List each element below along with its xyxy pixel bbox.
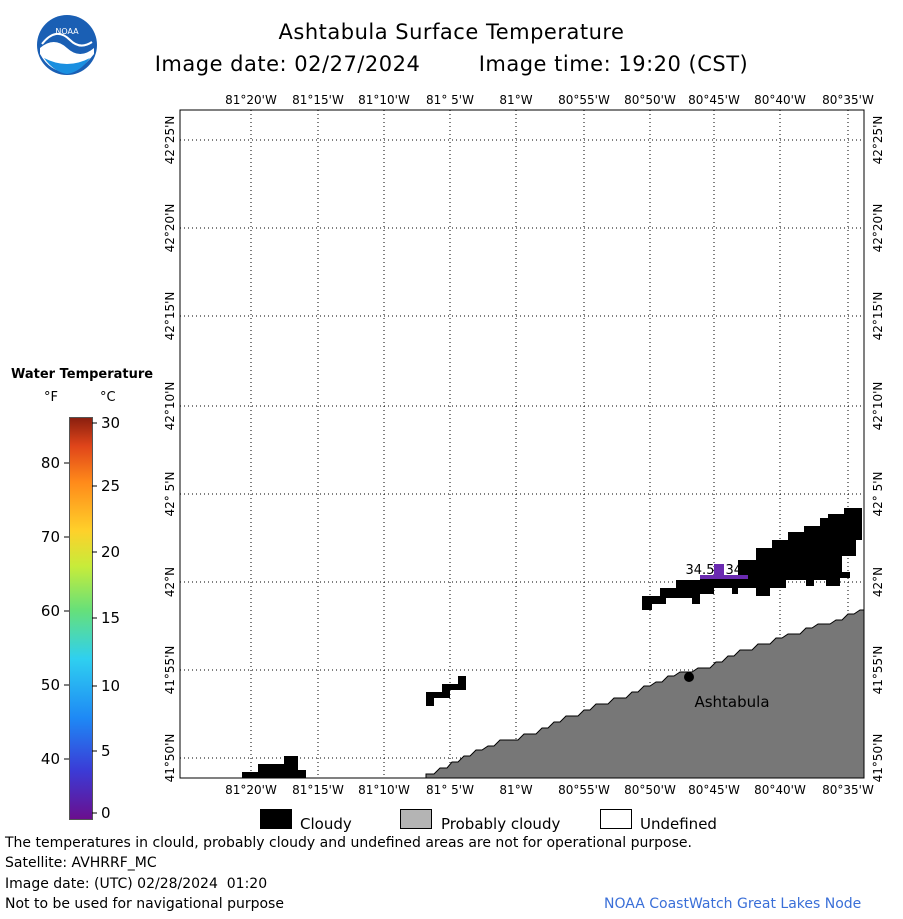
lon-label-top: 81°W [499,93,532,107]
lon-label-bottom: 81° 5'W [426,783,474,797]
temperature-reading-cell [714,564,724,576]
lon-label-bottom: 80°35'W [822,783,874,797]
lon-label-bottom: 80°55'W [558,783,610,797]
key-cloudy-swatch [260,809,292,829]
lat-label-right: 42°25'N [871,116,885,165]
lon-label-bottom: 80°50'W [624,783,676,797]
temperature-reading-bar [700,575,748,579]
legend-color-bar [69,417,93,820]
lon-label-top: 80°45'W [688,93,740,107]
legend-f-label: 60 [41,602,60,620]
footer-satellite: Satellite: AVHRRF_MC [5,855,157,871]
page-title: Ashtabula Surface Temperature [278,20,625,44]
lon-label-top: 81°15'W [292,93,344,107]
image-date: Image date: 02/27/2024 [154,52,421,76]
legend-c-label: 30 [101,414,120,432]
legend-f-label: 40 [41,750,60,768]
lat-label-left: 42°15'N [163,292,177,341]
temperature-reading-2: 34.5 [726,563,755,578]
legend-f-label: 70 [41,528,60,546]
legend-title: Water Temperature [11,367,154,382]
lon-label-top: 80°35'W [822,93,874,107]
lat-label-left: 41°50'N [163,734,177,783]
lat-label-left: 42°10'N [163,382,177,431]
lat-label-right: 42° 5'N [871,472,885,517]
lat-label-right: 42°20'N [871,204,885,253]
image-time: Image time: 19:20 (CST) [478,52,749,76]
noaa-logo-text: NOAA [55,27,79,36]
lon-label-bottom: 81°W [499,783,532,797]
footer-node: NOAA CoastWatch Great Lakes Node [604,896,862,912]
legend-c-label: 25 [101,477,120,495]
lon-label-top: 80°50'W [624,93,676,107]
legend-c-label: 5 [101,742,111,760]
key-undefined-label: Undefined [640,815,717,833]
lon-label-bottom: 81°10'W [358,783,410,797]
image-date-time: Image date: 02/27/2024 Image time: 19:20… [0,52,903,76]
legend-unit-c: °C [100,390,116,405]
cloud-patch-northeast [642,508,862,610]
lat-label-left: 42°20'N [163,204,177,253]
lon-label-bottom: 81°15'W [292,783,344,797]
legend-unit-f: °F [44,390,58,405]
lon-label-bottom: 81°20'W [225,783,277,797]
key-cloudy-label: Cloudy [300,815,352,833]
lon-label-top: 81° 5'W [426,93,474,107]
lat-label-right: 42°N [871,567,885,597]
legend-f-label: 50 [41,676,60,694]
key-probably-cloudy-label: Probably cloudy [441,815,561,833]
land-probably-cloudy [425,609,865,779]
lon-label-top: 81°20'W [225,93,277,107]
noaa-logo-icon: NOAA [37,15,97,75]
footer-warning: The temperatures in clould, probably clo… [5,835,692,851]
legend-c-label: 15 [101,609,120,627]
lon-label-top: 80°40'W [754,93,806,107]
lat-label-left: 41°55'N [163,646,177,695]
lat-label-right: 42°15'N [871,292,885,341]
key-undefined-swatch [600,809,632,829]
lat-label-right: 41°55'N [871,646,885,695]
lat-label-right: 42°10'N [871,382,885,431]
key-probably-cloudy-swatch [400,809,432,829]
city-label: Ashtabula [694,693,769,711]
footer-nav-warning: Not to be used for navigational purpose [5,896,284,912]
lat-label-left: 42°25'N [163,116,177,165]
lat-label-left: 42°N [163,567,177,597]
cloud-patch-southwest [242,756,306,778]
lon-label-top: 81°10'W [358,93,410,107]
lon-label-bottom: 80°40'W [754,783,806,797]
legend-c-label: 10 [101,677,120,695]
legend-f-label: 80 [41,454,60,472]
lon-label-top: 80°55'W [558,93,610,107]
footer-utc-date: Image date: (UTC) 02/28/2024 01:20 [5,876,268,892]
temperature-reading-1: 34.5 [686,563,715,578]
lon-label-bottom: 80°45'W [688,783,740,797]
cloud-patches [242,508,862,778]
legend-c-label: 0 [101,804,111,822]
lat-label-right: 41°50'N [871,734,885,783]
lat-label-left: 42° 5'N [163,472,177,517]
noaa-logo: NOAA [36,14,98,76]
city-marker [684,672,694,682]
legend-c-label: 20 [101,543,120,561]
cloud-patch-center [426,676,466,706]
